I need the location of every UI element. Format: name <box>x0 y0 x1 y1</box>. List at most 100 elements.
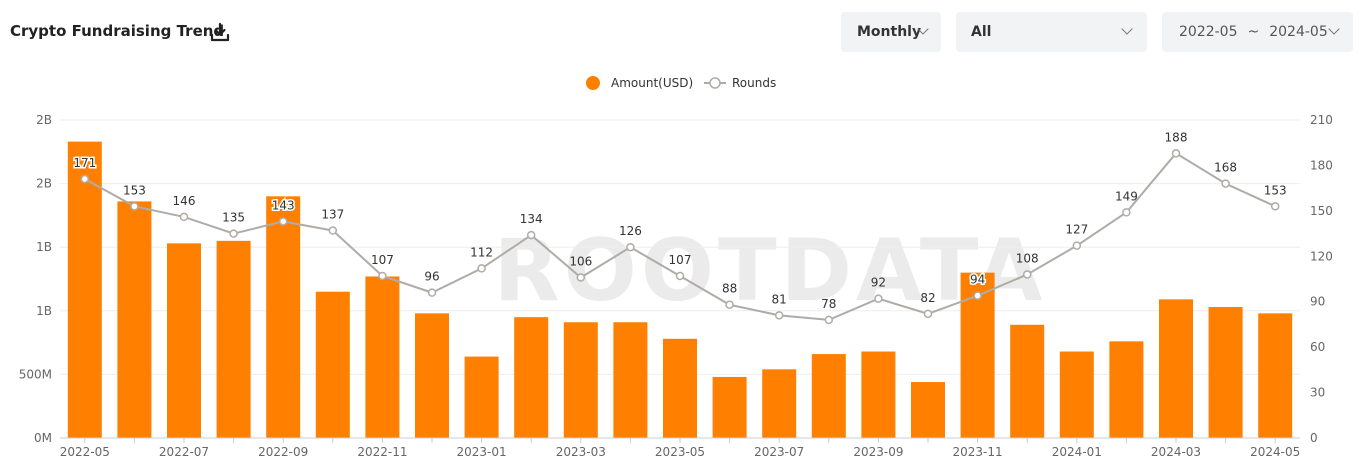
x-tick-label: 2023-09 <box>853 445 903 459</box>
rounds-data-label: 135 <box>222 211 245 225</box>
rounds-point <box>278 217 288 226</box>
bar <box>216 240 251 438</box>
y-right-tick-label: 210 <box>1310 113 1333 127</box>
bar <box>663 338 697 438</box>
category-select-value: All <box>971 24 992 40</box>
x-tick-label: 2024-03 <box>1151 445 1201 459</box>
bar <box>762 369 797 438</box>
bar <box>1059 351 1094 438</box>
rounds-point <box>328 226 338 235</box>
y-left-tick-label: 1B <box>36 240 52 254</box>
rounds-data-label: 149 <box>1115 189 1138 203</box>
rounds-point <box>229 229 238 238</box>
y-right-tick-label: 120 <box>1310 249 1333 263</box>
rounds-data-label: 137 <box>321 208 344 222</box>
rounds-data-label: 188 <box>1165 130 1188 144</box>
rounds-point <box>675 271 685 281</box>
y-right-tick-label: 30 <box>1310 386 1325 400</box>
period-select-value: Monthly <box>857 24 922 40</box>
period-select[interactable]: Monthly <box>841 12 941 52</box>
legend-amount-label: Amount(USD) <box>611 76 693 90</box>
date-range-picker[interactable]: 2022-05 ~ 2024-05 <box>1162 12 1353 52</box>
rounds-data-label: 168 <box>1214 161 1237 175</box>
bar <box>613 322 648 438</box>
category-select[interactable]: All <box>956 12 1147 52</box>
rounds-data-label: 107 <box>669 253 692 267</box>
x-tick-label: 2022-11 <box>357 445 407 459</box>
bar <box>1109 341 1144 438</box>
bar-series <box>67 141 1293 438</box>
rounds-point <box>1171 149 1181 158</box>
rounds-point <box>824 315 834 325</box>
bar <box>1208 306 1243 438</box>
rounds-point <box>774 311 784 320</box>
rounds-point <box>874 294 883 303</box>
rounds-data-label: 107 <box>371 253 394 267</box>
rounds-point <box>427 288 437 297</box>
y-right-tick-label: 150 <box>1310 204 1333 218</box>
bar <box>811 354 846 438</box>
y-left-tick-label: 0M <box>34 431 52 445</box>
line-series: 171 153 146 135 143 137 107 96 112 134 106 126 107 88… <box>72 130 1287 325</box>
rounds-data-label: 78 <box>821 297 836 311</box>
legend: Amount(USD) Rounds <box>586 76 776 90</box>
y-left-tick-label: 500M <box>19 367 52 381</box>
rounds-data-label: 106 <box>569 254 592 268</box>
rounds-data-label: 82 <box>920 291 935 305</box>
rounds-point <box>130 202 139 211</box>
bar <box>266 196 301 438</box>
rounds-point <box>526 230 536 240</box>
rounds-point <box>1270 202 1280 211</box>
bar <box>911 382 945 438</box>
bar <box>315 291 350 438</box>
rounds-point <box>1122 208 1131 217</box>
x-tick-label: 2023-05 <box>655 445 705 459</box>
rounds-point <box>576 273 586 282</box>
bar <box>1159 299 1193 438</box>
rounds-data-label: 94 <box>970 273 985 287</box>
bar <box>67 141 102 438</box>
rounds-point <box>626 242 635 252</box>
rounds-point <box>725 300 734 309</box>
y-right-tick-label: 0 <box>1310 431 1318 445</box>
rounds-data-label: 112 <box>470 245 493 259</box>
rounds-data-label: 108 <box>1016 251 1039 265</box>
bar <box>415 313 449 438</box>
rounds-data-label: 153 <box>123 183 146 197</box>
rounds-data-label: 171 <box>73 156 96 170</box>
legend-rounds-marker <box>709 77 721 89</box>
bar <box>464 356 499 438</box>
bar <box>563 322 598 438</box>
legend-rounds-label: Rounds <box>732 76 776 90</box>
rounds-point <box>80 174 90 184</box>
bar <box>167 243 201 438</box>
bar <box>712 376 747 438</box>
x-tick-label: 2022-07 <box>159 445 209 459</box>
rounds-data-label: 146 <box>173 194 196 208</box>
y-left-tick-label: 1B <box>36 304 52 318</box>
rounds-data-label: 81 <box>772 292 787 306</box>
rounds-point <box>477 264 486 273</box>
x-tick-label: 2023-07 <box>754 445 804 459</box>
x-tick-label: 2024-01 <box>1052 445 1102 459</box>
rounds-data-label: 134 <box>520 212 543 226</box>
y-right-tick-label: 180 <box>1310 158 1333 172</box>
download-icon[interactable] <box>209 21 231 43</box>
rounds-data-label: 153 <box>1264 183 1287 197</box>
rounds-point <box>179 212 189 222</box>
x-tick-label: 2023-01 <box>457 445 507 459</box>
date-range-separator: ~ <box>1247 24 1260 40</box>
rounds-data-label: 143 <box>272 198 295 212</box>
rounds-point <box>923 309 933 319</box>
y-right-tick-label: 90 <box>1310 295 1325 309</box>
y-left-tick-label: 2B <box>36 113 52 127</box>
date-range-start: 2022-05 <box>1179 24 1238 40</box>
bar <box>861 351 896 438</box>
x-tick-label: 2024-05 <box>1250 445 1300 459</box>
y-left-tick-label: 2B <box>36 177 52 191</box>
rounds-point <box>1022 270 1032 279</box>
bar <box>1258 313 1293 438</box>
rounds-data-label: 96 <box>424 270 439 284</box>
rounds-point <box>973 291 982 300</box>
rounds-data-label: 127 <box>1065 223 1088 237</box>
